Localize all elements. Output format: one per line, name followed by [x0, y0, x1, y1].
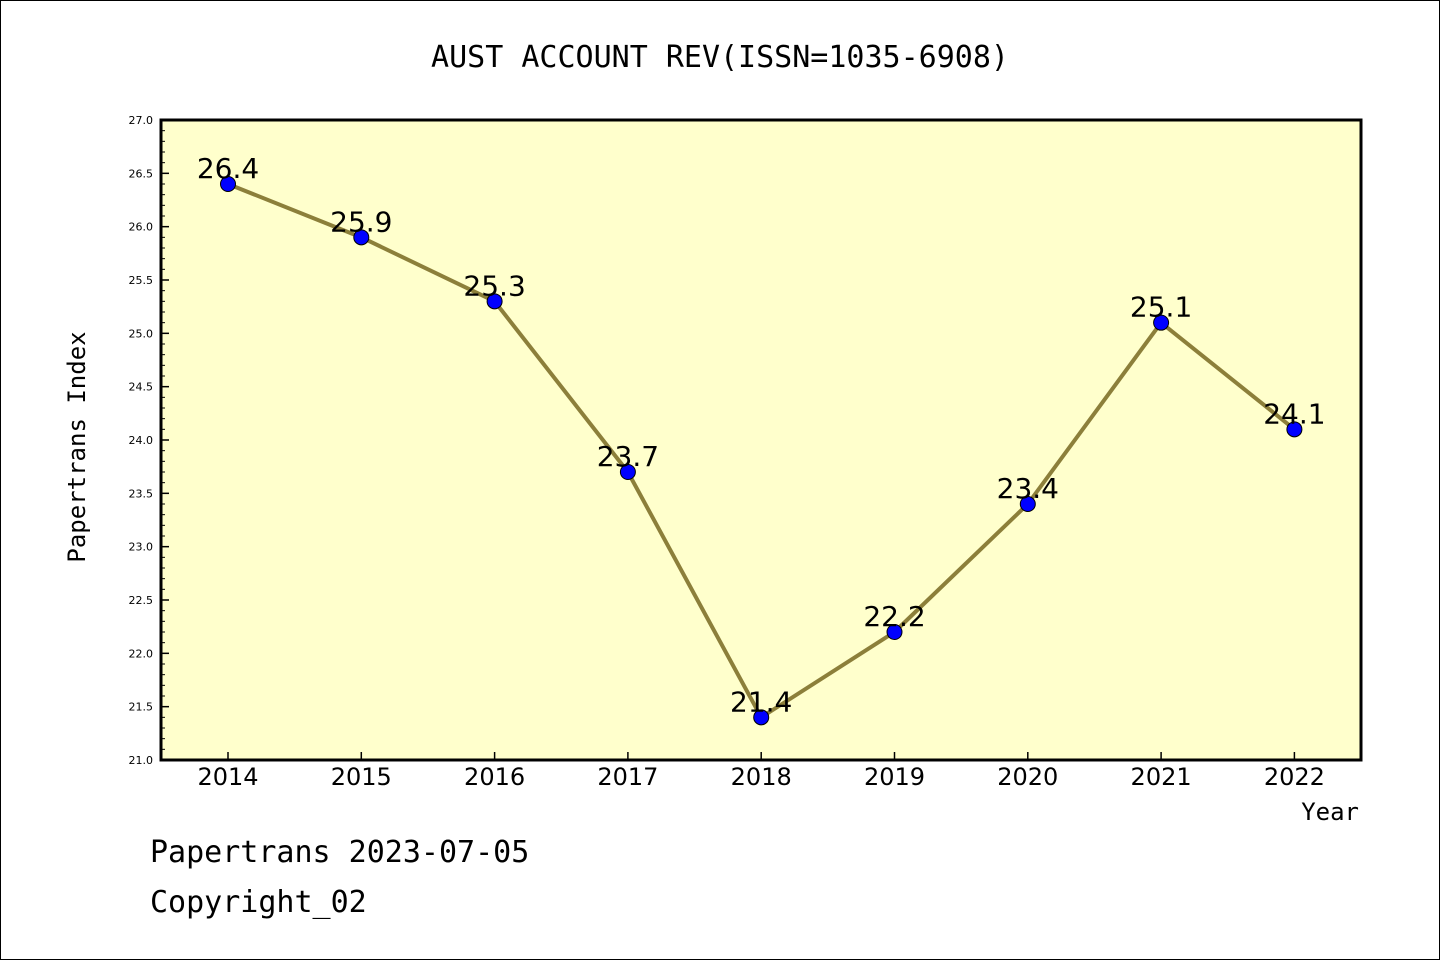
plot-area — [159, 118, 1363, 762]
y-tick-label: 21.0 — [129, 754, 154, 767]
data-point — [220, 176, 236, 192]
data-points-layer — [220, 176, 1303, 726]
y-tick-label: 25.0 — [129, 327, 154, 340]
data-point — [353, 229, 370, 246]
y-tick-label: 23.5 — [129, 487, 154, 500]
y-tick-label: 25.5 — [129, 274, 154, 287]
data-point — [1286, 421, 1303, 438]
y-tick-label: 21.5 — [129, 701, 154, 714]
tick-layer: 21.0 21.5 22.0 22.5 23.0 23.5 24.0 24.5 25.0 25.5… — [129, 114, 1325, 791]
x-tick-label: 2017 — [597, 763, 658, 791]
x-axis-label: Year — [1301, 798, 1359, 826]
data-point — [886, 624, 903, 640]
y-tick-label: 26.5 — [129, 167, 154, 180]
x-tick-label: 2018 — [731, 763, 792, 791]
x-tick-label: 2020 — [997, 763, 1058, 791]
x-tick-label: 2022 — [1264, 763, 1325, 791]
y-tick-label: 22.5 — [129, 594, 154, 607]
data-label: 25.9 — [330, 205, 392, 238]
x-tick-label: 2016 — [464, 763, 525, 791]
y-tick-label: 23.0 — [129, 541, 154, 554]
data-label: 22.2 — [863, 600, 925, 633]
data-point — [753, 709, 770, 726]
data-label: 21.4 — [730, 685, 792, 718]
data-label: 26.4 — [197, 152, 259, 185]
data-label: 23.7 — [597, 440, 659, 473]
data-label: 25.3 — [463, 269, 525, 302]
data-point — [1153, 314, 1170, 331]
x-tick-label: 2021 — [1131, 763, 1192, 791]
y-tick-label: 27.0 — [129, 114, 154, 127]
y-tick-label: 24.5 — [129, 381, 154, 394]
data-labels-layer: 26.4 25.9 25.3 23.7 21.4 22.2 23.4 25.1 24.1 — [197, 152, 1326, 718]
data-point — [1019, 496, 1036, 512]
y-tick-label: 22.0 — [129, 647, 154, 660]
y-axis-label: Papertrans Index — [63, 331, 91, 562]
data-label: 24.1 — [1263, 397, 1325, 430]
data-label: 23.4 — [997, 472, 1059, 505]
data-label: 25.1 — [1130, 291, 1192, 324]
y-tick-label: 24.0 — [129, 434, 154, 447]
x-tick-label: 2014 — [197, 763, 258, 791]
footer-copyright-text: Copyright_02 — [150, 885, 367, 920]
x-tick-label: 2015 — [331, 763, 392, 791]
data-point — [619, 464, 636, 480]
footer-date-text: Papertrans 2023-07-05 — [150, 835, 530, 870]
chart-title: AUST ACCOUNT REV(ISSN=1035-6908) — [431, 40, 1009, 75]
data-point — [486, 293, 503, 310]
y-tick-label: 26.0 — [129, 221, 154, 234]
x-tick-label: 2019 — [864, 763, 925, 791]
